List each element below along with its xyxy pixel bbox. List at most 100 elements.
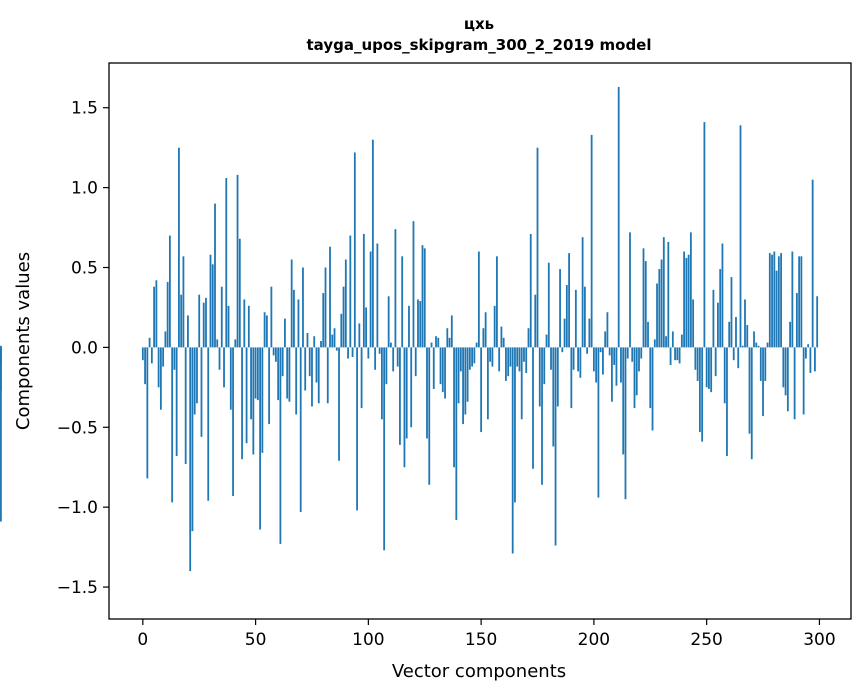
bar-component-172 <box>529 233 532 348</box>
bar-component-298 <box>814 347 816 372</box>
bar-component-167 <box>518 347 521 372</box>
bar-component-291 <box>798 256 801 348</box>
bar-component-247 <box>698 347 701 433</box>
bar-component-62 <box>281 347 284 377</box>
bar-component-14 <box>173 347 176 370</box>
bar-component-168 <box>520 347 523 420</box>
bar-component-286 <box>786 347 789 412</box>
bar-component-59 <box>274 347 277 362</box>
bar-component-228 <box>656 283 658 348</box>
bar-component-7 <box>157 347 160 388</box>
y-axis: −1.5 −1.0 −0.5 0.0 0.5 1.0 1.5 <box>57 99 109 598</box>
bar-component-163 <box>509 347 512 367</box>
bar-component-232 <box>665 336 667 348</box>
bar-component-94 <box>353 152 356 348</box>
bar-component-61 <box>279 347 282 544</box>
bar-component-22 <box>191 347 194 532</box>
bar-component-220 <box>638 347 640 372</box>
bar-component-116 <box>403 347 406 468</box>
y-tick-label: 0.0 <box>71 338 98 358</box>
bar-component-226 <box>651 347 654 431</box>
bar-component-34 <box>218 347 221 370</box>
bar-component-230 <box>660 259 663 348</box>
bar-component-184 <box>556 347 559 407</box>
bar-component-140 <box>457 347 460 404</box>
x-tick-label: 0 <box>137 630 148 650</box>
bar-component-74 <box>308 347 311 377</box>
bar-component-53 <box>261 347 264 453</box>
bar-component-239 <box>680 334 683 348</box>
bar-component-253 <box>712 289 715 348</box>
bar-component-49 <box>252 347 255 455</box>
bar-component-15 <box>175 347 178 457</box>
bar-component-98 <box>362 233 365 348</box>
bar-component-197 <box>586 347 589 354</box>
bar-component-267 <box>744 299 746 348</box>
bar-component-51 <box>256 347 259 401</box>
bar-component-170 <box>525 347 528 373</box>
bar-component-96 <box>358 323 361 348</box>
bar-component-42 <box>236 174 239 348</box>
bar-component-154 <box>489 347 492 362</box>
chart-title: цхь <box>464 15 494 33</box>
bar-component-141 <box>459 347 462 372</box>
bar-component-205 <box>604 331 607 348</box>
bar-component-196 <box>583 286 586 348</box>
bar-component-111 <box>392 347 395 372</box>
bar-component-122 <box>417 299 419 348</box>
bar-component-243 <box>689 232 692 348</box>
bar-component-13 <box>171 347 174 503</box>
bar-component-87 <box>338 347 340 461</box>
bar-component-279 <box>771 254 773 348</box>
bar-component-97 <box>360 347 363 409</box>
bar-component-236 <box>674 347 676 361</box>
bar-component-81 <box>324 267 327 348</box>
bar-component-63 <box>284 318 286 348</box>
bar-component-36 <box>223 347 225 388</box>
bar-component-289 <box>793 347 796 420</box>
bar-component-198 <box>588 318 591 348</box>
bar-component-85 <box>333 328 336 348</box>
bar-component-231 <box>662 237 665 348</box>
bar-component-43 <box>238 238 241 348</box>
x-tick-label: 100 <box>352 630 384 650</box>
bar-component-285 <box>784 347 787 396</box>
bar-component-89 <box>342 286 345 348</box>
bar-component-91 <box>347 347 349 359</box>
bar-component-192 <box>574 289 577 348</box>
bar-component-6 <box>155 280 158 348</box>
bar-component-108 <box>385 347 388 385</box>
bar-component-147 <box>473 347 476 364</box>
bar-component-129 <box>432 347 435 389</box>
bar-component-241 <box>685 257 688 348</box>
bar-component-8 <box>159 347 162 410</box>
bar-component-259 <box>726 347 728 457</box>
bar-component-292 <box>800 256 803 348</box>
bar-component-264 <box>737 347 740 369</box>
bar-component-219 <box>635 347 638 396</box>
bar-component-218 <box>633 347 636 409</box>
bar-component-67 <box>293 289 295 348</box>
bar-component-200 <box>592 347 595 372</box>
bar-component-288 <box>791 251 794 348</box>
bar-component-146 <box>471 347 473 367</box>
bar-component-149 <box>477 251 480 348</box>
bar-component-144 <box>466 347 469 402</box>
bar-component-52 <box>259 347 261 530</box>
bar-component-139 <box>455 347 458 520</box>
bar-component-11 <box>166 281 169 348</box>
bar-component-216 <box>629 232 631 348</box>
bar-component-265 <box>739 125 742 348</box>
bar-component-169 <box>523 347 525 362</box>
bar-component-235 <box>671 331 674 348</box>
bar-component-242 <box>687 254 690 348</box>
bar-component-272 <box>755 342 758 348</box>
bar-component-17 <box>180 294 183 348</box>
bar-component-206 <box>606 312 609 348</box>
bar-component-16 <box>178 147 180 348</box>
bar-component-69 <box>297 299 300 348</box>
bar-component-260 <box>728 321 731 348</box>
bar-component-136 <box>448 337 451 348</box>
bar-component-102 <box>371 139 374 348</box>
bar-component-120 <box>412 221 415 348</box>
